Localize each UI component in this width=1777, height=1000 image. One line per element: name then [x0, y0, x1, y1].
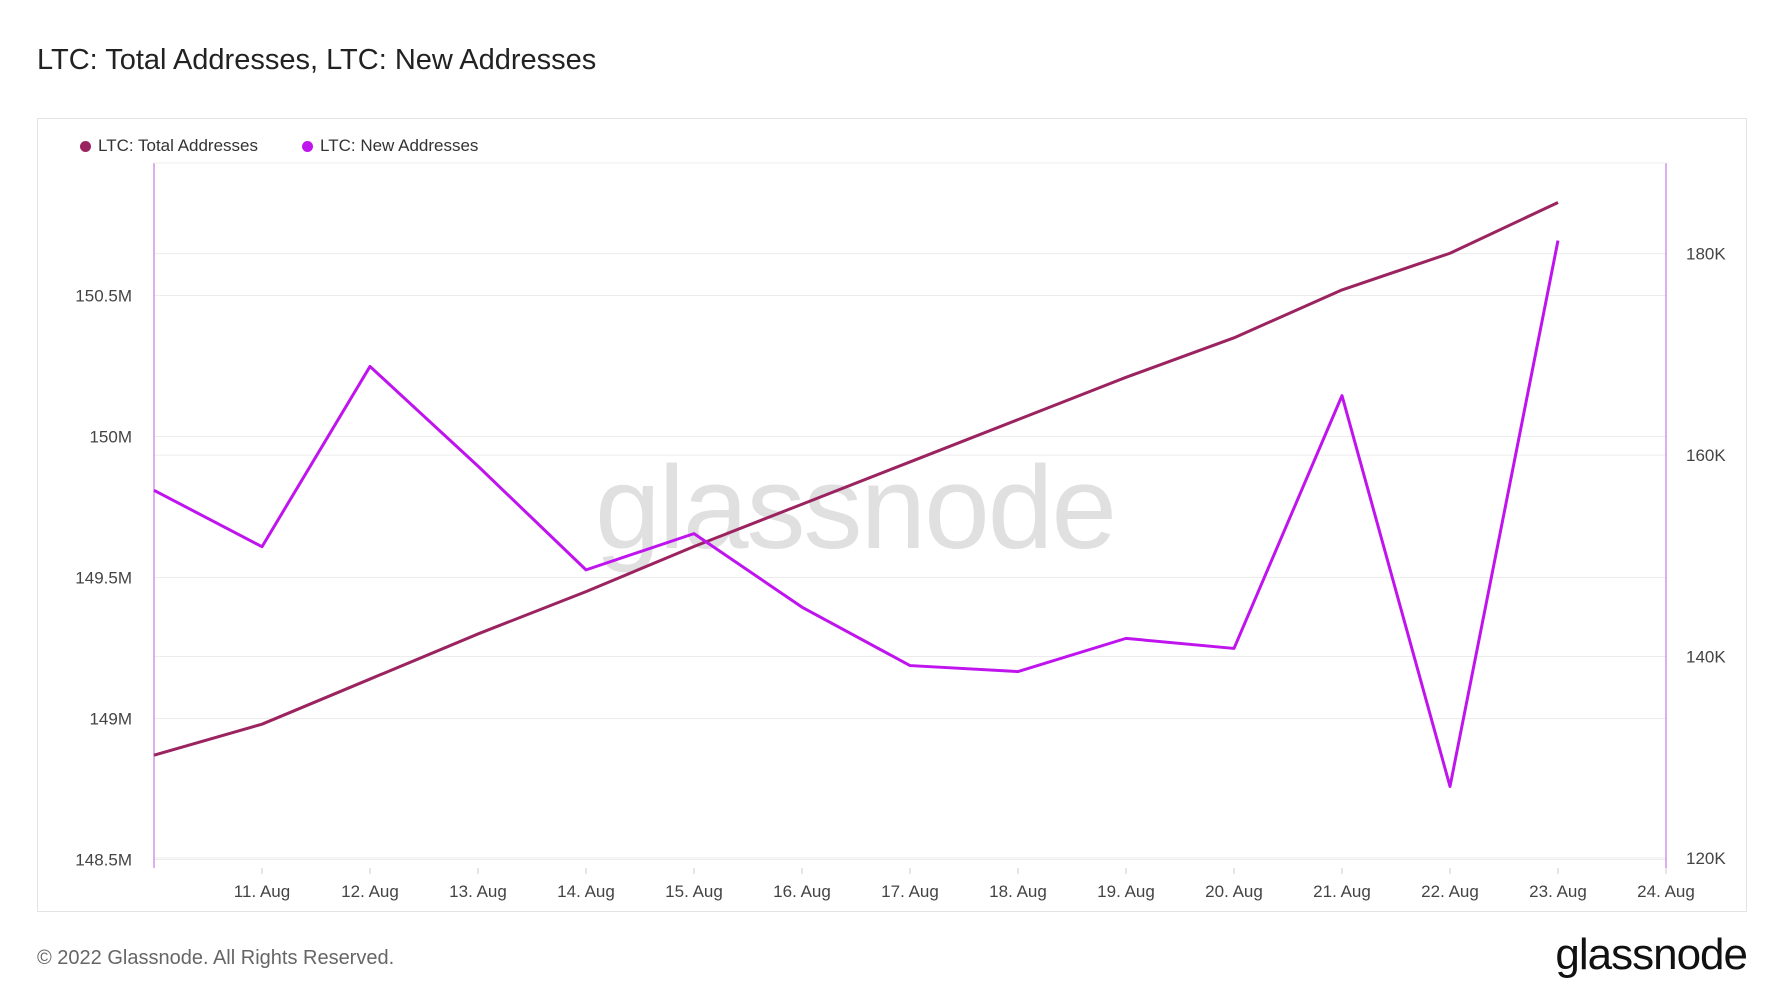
point-new-addresses — [1340, 394, 1344, 398]
x-tick-label: 24. Aug — [1637, 882, 1695, 901]
copyright-footer: © 2022 Glassnode. All Rights Reserved. — [37, 947, 395, 969]
legend-item-new[interactable]: LTC: New Addresses — [302, 136, 478, 156]
chart-title: LTC: Total Addresses, LTC: New Addresses — [37, 44, 597, 76]
legend-dot-new — [302, 140, 314, 152]
point-total-addresses — [908, 460, 912, 464]
point-new-addresses — [1124, 636, 1128, 640]
series-line-new-addresses — [153, 240, 1560, 788]
point-new-addresses — [908, 664, 912, 668]
point-new-addresses — [260, 545, 264, 549]
x-tick-label: 22. Aug — [1421, 882, 1479, 901]
point-new-addresses — [1016, 670, 1020, 674]
left-tick-label: 149.5M — [75, 569, 132, 588]
x-tick-label: 18. Aug — [989, 882, 1047, 901]
legend-label-total: LTC: Total Addresses — [98, 136, 259, 155]
point-total-addresses — [260, 722, 264, 726]
x-tick-label: 16. Aug — [773, 882, 831, 901]
point-new-addresses — [476, 464, 480, 468]
point-total-addresses — [1016, 418, 1020, 422]
left-tick-label: 150.5M — [75, 287, 132, 306]
point-total-addresses — [1124, 375, 1128, 379]
point-new-addresses — [1556, 239, 1560, 243]
x-tick-label: 11. Aug — [234, 882, 290, 901]
right-tick-label: 180K — [1686, 245, 1726, 264]
right-tick-label: 120K — [1686, 849, 1726, 868]
right-tick-label: 140K — [1686, 648, 1726, 667]
legend: LTC: Total Addresses LTC: New Addresses — [80, 136, 478, 156]
x-tick-label: 14. Aug — [557, 882, 615, 901]
point-new-addresses — [152, 488, 156, 492]
series-line-total-addresses — [153, 201, 1559, 757]
legend-dot-total — [80, 140, 91, 152]
x-tick-label: 20. Aug — [1205, 882, 1263, 901]
point-new-addresses — [584, 568, 588, 572]
x-tick-label: 15. Aug — [665, 882, 723, 901]
x-tick-label: 17. Aug — [881, 882, 939, 901]
x-tick-label: 19. Aug — [1097, 882, 1155, 901]
point-total-addresses — [800, 502, 804, 506]
legend-label-new: LTC: New Addresses — [320, 136, 479, 155]
x-tick-label: 12. Aug — [341, 882, 399, 901]
point-total-addresses — [476, 632, 480, 636]
point-new-addresses — [368, 364, 372, 368]
left-tick-label: 148.5M — [75, 851, 132, 870]
brand-logo[interactable]: glassnode — [1555, 930, 1748, 979]
chart-frame — [37, 118, 1747, 912]
left-tick-label: 150M — [89, 428, 132, 447]
point-total-addresses — [1556, 200, 1560, 204]
point-new-addresses — [1232, 646, 1236, 650]
point-new-addresses — [800, 605, 804, 609]
right-tick-label: 160K — [1686, 446, 1726, 465]
left-tick-label: 149M — [89, 710, 132, 729]
point-new-addresses — [1448, 784, 1452, 788]
x-tick-label: 13. Aug — [449, 882, 507, 901]
point-total-addresses — [368, 677, 372, 681]
point-total-addresses — [584, 590, 588, 594]
legend-item-total[interactable]: LTC: Total Addresses — [80, 136, 258, 156]
x-tick-label: 23. Aug — [1529, 882, 1587, 901]
point-total-addresses — [1448, 251, 1452, 255]
point-total-addresses — [1232, 336, 1236, 340]
point-new-addresses — [692, 532, 696, 536]
point-total-addresses — [1340, 288, 1344, 292]
x-tick-label: 21. Aug — [1313, 882, 1371, 901]
point-total-addresses — [152, 753, 156, 757]
point-total-addresses — [692, 545, 696, 549]
